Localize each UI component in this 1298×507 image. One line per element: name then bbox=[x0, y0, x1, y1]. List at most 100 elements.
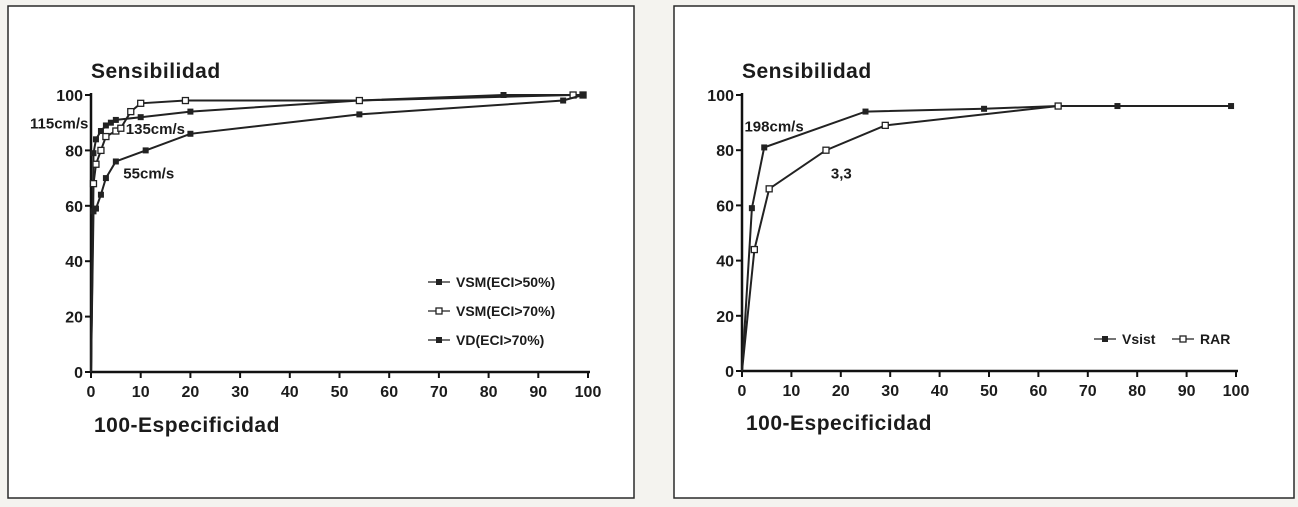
chart-1-y-tick-label: 40 bbox=[65, 254, 83, 271]
chart-2-x-tick-label: 100 bbox=[1223, 383, 1250, 400]
chart-1-series-1-point bbox=[90, 150, 97, 157]
chart-1-series-1-point bbox=[112, 116, 119, 123]
chart-1-y-tick-label: 60 bbox=[65, 199, 83, 216]
chart-1-x-tick-label: 80 bbox=[480, 384, 498, 401]
chart-1-annotation: 55cm/s bbox=[123, 166, 174, 183]
chart-1-series-3-point bbox=[92, 205, 99, 212]
chart-2-series-2-point bbox=[750, 245, 758, 254]
chart-2-legend-label: Vsist bbox=[1122, 331, 1156, 347]
chart-2: Sensibilidad 100-Especificidad 0 10 20 30 40… bbox=[707, 60, 1249, 435]
chart-1-y-tick-label: 0 bbox=[74, 365, 83, 382]
chart-2-series-1-point bbox=[1114, 103, 1121, 110]
chart-1-series-3-point bbox=[560, 97, 567, 104]
chart-1-series-1-point bbox=[107, 119, 114, 126]
chart-2-series-1-line bbox=[741, 105, 1232, 372]
chart-1-legend-label: VD(ECI>70%) bbox=[456, 332, 544, 348]
chart-1-y-tick-label: 100 bbox=[56, 88, 83, 105]
chart-1-series-1-point bbox=[137, 114, 144, 121]
chart-1-legend: VSM(ECI>50%) VSM(ECI>70%) VD(ECI>70%) bbox=[428, 274, 555, 348]
chart-2-y-tick-label: 40 bbox=[716, 254, 734, 271]
chart-1-ylabel: Sensibilidad bbox=[91, 60, 221, 83]
chart-1-series-3-point bbox=[356, 111, 363, 118]
chart-2-legend: Vsist RAR bbox=[1094, 331, 1230, 347]
chart-1-legend-swatch bbox=[436, 337, 442, 343]
chart-1-x-tick-label: 70 bbox=[430, 384, 448, 401]
chart-1-x-tick-label: 100 bbox=[575, 384, 602, 401]
chart-2-x-tick-label: 30 bbox=[881, 383, 899, 400]
chart-1-series-3-point bbox=[112, 158, 119, 165]
chart-2-y-tick-label: 0 bbox=[725, 364, 734, 381]
chart-2-series-1-point bbox=[862, 108, 869, 115]
chart-2-y-tick-label: 60 bbox=[716, 198, 734, 215]
chart-1-series-2-point bbox=[127, 107, 135, 116]
chart-1-y-tick-label: 20 bbox=[65, 310, 83, 327]
chart-1-legend-swatch bbox=[436, 279, 442, 285]
chart-2-marks: 0 10 20 30 40 50 60 70 80 90 100 0 20 40 60 80 100 198cm/… bbox=[707, 88, 1249, 400]
chart-2-y-tick-label: 100 bbox=[707, 88, 734, 105]
chart-1-series-2-point bbox=[137, 99, 145, 107]
chart-2-annotation: 198cm/s bbox=[744, 118, 803, 135]
chart-1-x-tick-label: 30 bbox=[231, 384, 249, 401]
chart-2-x-tick-label: 80 bbox=[1128, 383, 1146, 400]
chart-1-y-tick-label: 80 bbox=[65, 143, 83, 160]
chart-2-x-tick-label: 90 bbox=[1178, 383, 1196, 400]
chart-1-series-1-point bbox=[187, 108, 194, 115]
chart-1-series-2-point bbox=[97, 146, 105, 155]
chart-2-x-tick-label: 10 bbox=[783, 383, 801, 400]
chart-2-y-tick-label: 20 bbox=[716, 309, 734, 326]
chart-2-series-2-point bbox=[881, 121, 889, 130]
chart-1-frame bbox=[7, 5, 635, 499]
chart-2-x-tick-label: 0 bbox=[738, 383, 747, 400]
chart-1-series-2-point bbox=[92, 160, 100, 168]
chart-1-series-1-point bbox=[97, 128, 104, 135]
chart-1-legend-swatch bbox=[435, 307, 443, 315]
chart-2-series-2-point bbox=[765, 185, 773, 193]
chart-2-ylabel: Sensibilidad bbox=[742, 60, 872, 83]
chart-2-x-tick-label: 70 bbox=[1079, 383, 1097, 400]
chart-2-series-2-point bbox=[822, 146, 830, 154]
chart-2-x-tick-label: 20 bbox=[832, 383, 850, 400]
chart-1-series-2-point bbox=[102, 132, 110, 141]
chart-2-legend-label: RAR bbox=[1200, 331, 1230, 347]
chart-1-annotation: 115cm/s bbox=[30, 116, 88, 133]
chart-1-series-3-point bbox=[580, 92, 587, 98]
chart-1-series-3-point bbox=[187, 130, 194, 137]
chart-1-series-3-point bbox=[142, 147, 149, 154]
chart-1-series-1-point bbox=[500, 92, 507, 98]
chart-1-series-2-point bbox=[355, 96, 364, 105]
chart-2-series-2-line bbox=[741, 105, 1059, 372]
chart-1-xlabel: 100-Especificidad bbox=[94, 414, 280, 437]
chart-1-series-1-point bbox=[92, 136, 99, 143]
chart-1-x-tick-label: 90 bbox=[529, 384, 547, 401]
chart-2-annotation: 3,3 bbox=[831, 165, 852, 182]
chart-1-series-2-point bbox=[89, 179, 98, 188]
chart-1: Sensibilidad 100-Especificidad 0 10 20 30 40… bbox=[30, 60, 601, 437]
chart-1-series-2-point bbox=[181, 96, 190, 105]
chart-2-x-tick-label: 40 bbox=[931, 383, 949, 400]
chart-1-x-tick-label: 60 bbox=[380, 384, 398, 401]
chart-1-annotation: 135cm/s bbox=[126, 121, 185, 138]
chart-2-legend-swatch bbox=[1102, 336, 1108, 342]
chart-1-legend-label: VSM(ECI>50%) bbox=[456, 274, 555, 290]
chart-2-xlabel: 100-Especificidad bbox=[746, 412, 932, 435]
chart-1-marks: 0 10 20 30 40 50 60 70 80 90 100 0 20 40 60 80 100 115cm/… bbox=[30, 88, 601, 401]
chart-1-x-tick-label: 20 bbox=[182, 384, 200, 401]
chart-1-legend-label: VSM(ECI>70%) bbox=[456, 303, 555, 319]
chart-1-series-2-point bbox=[117, 124, 125, 132]
chart-2-x-tick-label: 50 bbox=[980, 383, 998, 400]
chart-1-series-3-point bbox=[102, 175, 109, 182]
chart-1-x-tick-label: 50 bbox=[331, 384, 349, 401]
chart-2-series-1-point bbox=[1228, 103, 1235, 110]
chart-2-x-tick-label: 60 bbox=[1030, 383, 1048, 400]
chart-1-x-tick-label: 10 bbox=[132, 384, 150, 401]
chart-2-frame bbox=[673, 5, 1295, 499]
chart-2-series-1-point bbox=[761, 144, 768, 151]
chart-1-series-3-point bbox=[97, 191, 104, 198]
chart-2-series-1-point bbox=[748, 205, 755, 212]
chart-1-x-tick-label: 0 bbox=[87, 384, 96, 401]
chart-2-series-1-point bbox=[981, 105, 988, 112]
chart-2-series-2-point bbox=[1054, 102, 1062, 110]
chart-1-series-1-point bbox=[102, 122, 109, 129]
chart-2-y-tick-label: 80 bbox=[716, 143, 734, 160]
